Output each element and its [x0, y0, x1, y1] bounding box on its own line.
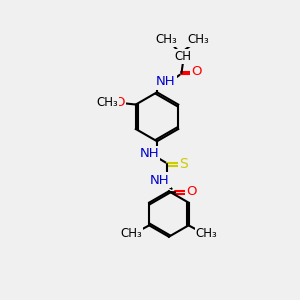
- Text: CH₃: CH₃: [188, 33, 209, 46]
- Text: O: O: [114, 96, 124, 109]
- Text: S: S: [179, 157, 188, 171]
- Text: CH₃: CH₃: [120, 226, 142, 239]
- Text: NH: NH: [150, 174, 169, 187]
- Text: NH: NH: [140, 147, 159, 160]
- Text: NH: NH: [156, 75, 176, 88]
- Text: O: O: [191, 65, 201, 78]
- Text: CH: CH: [175, 50, 192, 63]
- Text: CH₃: CH₃: [156, 33, 177, 46]
- Text: CH₃: CH₃: [96, 96, 118, 109]
- Text: CH₃: CH₃: [196, 226, 218, 239]
- Text: O: O: [187, 185, 197, 198]
